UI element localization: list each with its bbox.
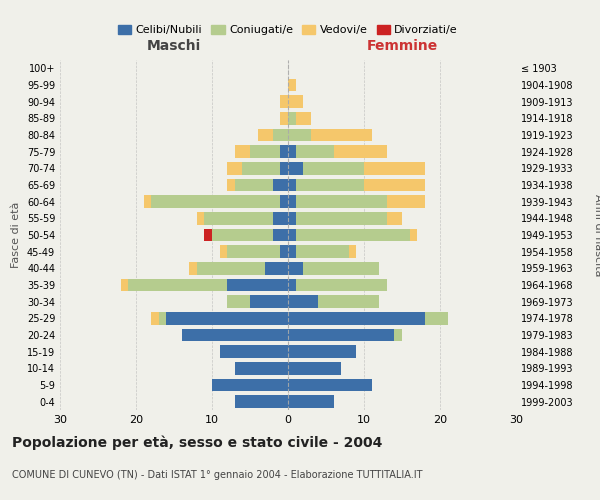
Bar (319, 296, 379, 308)
Bar (296, 179, 364, 192)
Bar (387, 212, 402, 224)
Bar (235, 396, 288, 408)
Bar (205, 229, 212, 241)
Bar (273, 229, 288, 241)
Bar (425, 312, 448, 324)
Bar (288, 146, 296, 158)
Bar (227, 179, 235, 192)
Bar (288, 129, 311, 141)
Bar (227, 279, 288, 291)
Bar (303, 162, 364, 174)
Bar (273, 179, 288, 192)
Bar (288, 96, 303, 108)
Bar (349, 246, 356, 258)
Bar (235, 146, 250, 158)
Bar (159, 312, 166, 324)
Bar (227, 296, 250, 308)
Bar (288, 312, 425, 324)
Bar (280, 146, 288, 158)
Bar (250, 296, 288, 308)
Bar (257, 129, 273, 141)
Bar (288, 262, 303, 274)
Bar (288, 112, 296, 124)
Bar (410, 229, 417, 241)
Bar (220, 346, 288, 358)
Bar (189, 262, 197, 274)
Bar (205, 212, 273, 224)
Bar (197, 212, 205, 224)
Y-axis label: Fasce di età: Fasce di età (11, 202, 21, 268)
Bar (288, 196, 296, 208)
Bar (265, 262, 288, 274)
Bar (227, 162, 242, 174)
Legend: Celibi/Nubili, Coniugati/e, Vedovi/e, Divorziati/e: Celibi/Nubili, Coniugati/e, Vedovi/e, Di… (113, 20, 463, 40)
Bar (288, 329, 394, 341)
Bar (288, 296, 319, 308)
Bar (288, 346, 356, 358)
Bar (334, 146, 387, 158)
Bar (296, 112, 311, 124)
Bar (387, 196, 425, 208)
Bar (296, 196, 387, 208)
Bar (296, 146, 334, 158)
Bar (311, 129, 371, 141)
Bar (197, 262, 265, 274)
Bar (296, 246, 349, 258)
Bar (182, 329, 288, 341)
Bar (166, 312, 288, 324)
Bar (235, 362, 288, 374)
Bar (273, 129, 288, 141)
Bar (288, 396, 334, 408)
Bar (394, 329, 402, 341)
Bar (242, 162, 280, 174)
Bar (280, 96, 288, 108)
Bar (288, 229, 296, 241)
Text: Popolazione per età, sesso e stato civile - 2004: Popolazione per età, sesso e stato civil… (12, 435, 382, 450)
Bar (364, 162, 425, 174)
Bar (128, 279, 227, 291)
Bar (220, 246, 227, 258)
Bar (288, 179, 296, 192)
Bar (280, 112, 288, 124)
Text: Maschi: Maschi (147, 40, 201, 54)
Bar (250, 146, 280, 158)
Bar (151, 312, 159, 324)
Bar (235, 179, 273, 192)
Bar (288, 362, 341, 374)
Bar (296, 212, 387, 224)
Bar (288, 79, 296, 92)
Bar (151, 196, 280, 208)
Bar (273, 212, 288, 224)
Bar (288, 246, 296, 258)
Bar (288, 279, 296, 291)
Bar (280, 196, 288, 208)
Bar (288, 212, 296, 224)
Bar (143, 196, 151, 208)
Bar (227, 246, 280, 258)
Bar (303, 262, 379, 274)
Bar (364, 179, 425, 192)
Bar (296, 279, 387, 291)
Bar (288, 162, 303, 174)
Text: Femmine: Femmine (367, 40, 437, 54)
Bar (121, 279, 128, 291)
Bar (280, 246, 288, 258)
Bar (280, 162, 288, 174)
Text: COMUNE DI CUNEVO (TN) - Dati ISTAT 1° gennaio 2004 - Elaborazione TUTTITALIA.IT: COMUNE DI CUNEVO (TN) - Dati ISTAT 1° ge… (12, 470, 422, 480)
Bar (212, 379, 288, 391)
Bar (288, 379, 371, 391)
Bar (212, 229, 273, 241)
Bar (296, 229, 410, 241)
Y-axis label: Anni di nascita: Anni di nascita (593, 194, 600, 276)
